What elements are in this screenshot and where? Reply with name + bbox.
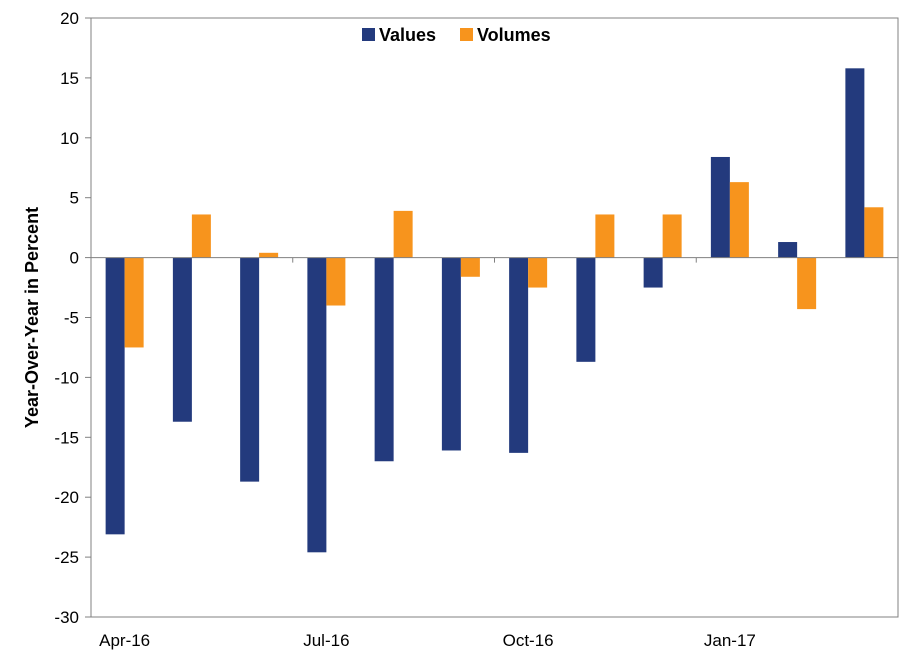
legend-swatch-volumes — [460, 28, 473, 41]
plot-frame — [90, 17, 899, 618]
bar-values-2 — [240, 257, 260, 482]
bar-values-3 — [307, 257, 327, 553]
bar-values-11 — [845, 68, 865, 258]
y-tick-label: -25 — [54, 548, 79, 567]
bar-volumes-9 — [729, 182, 749, 258]
bars-layer — [105, 68, 884, 553]
axes-layer — [85, 17, 899, 618]
y-tick-label: -10 — [54, 368, 79, 387]
bar-volumes-2 — [259, 252, 279, 258]
legend: Values Volumes — [362, 25, 551, 45]
bar-volumes-11 — [864, 207, 884, 258]
bar-volumes-8 — [662, 214, 682, 258]
bar-volumes-4 — [393, 210, 413, 258]
bar-values-8 — [643, 257, 663, 288]
bar-volumes-0 — [124, 257, 144, 348]
labels-layer: 20 15 10 5 0 -5 -10 -15 -20 -25 -30 Apr-16 Jul-16 Oct… — [22, 9, 756, 650]
y-tick-label: 0 — [70, 249, 79, 268]
legend-label-values: Values — [379, 25, 436, 45]
x-tick-label: Jan-17 — [704, 631, 756, 650]
bar-volumes-6 — [528, 257, 548, 288]
y-tick-label: -30 — [54, 608, 79, 627]
bar-values-6 — [509, 257, 529, 453]
y-tick-label: -15 — [54, 428, 79, 447]
y-axis-title: Year-Over-Year in Percent — [22, 207, 42, 428]
y-tick-label: 10 — [60, 129, 79, 148]
bar-volumes-3 — [326, 257, 346, 306]
bar-volumes-1 — [191, 214, 211, 258]
bar-values-7 — [576, 257, 596, 362]
bar-volumes-10 — [797, 257, 817, 310]
bar-values-10 — [778, 242, 798, 258]
y-tick-label: -5 — [64, 309, 79, 328]
bar-values-5 — [441, 257, 461, 451]
y-tick-label: 15 — [60, 69, 79, 88]
bar-values-0 — [105, 257, 125, 535]
bar-values-9 — [710, 156, 730, 258]
legend-swatch-values — [362, 28, 375, 41]
bar-values-4 — [374, 257, 394, 462]
legend-label-volumes: Volumes — [477, 25, 551, 45]
x-tick-label: Apr-16 — [99, 631, 150, 650]
y-tick-label: 20 — [60, 9, 79, 28]
x-tick-label: Jul-16 — [303, 631, 349, 650]
x-tick-label: Oct-16 — [503, 631, 554, 650]
y-tick-label: 5 — [70, 189, 79, 208]
bar-values-1 — [172, 257, 192, 422]
y-tick-label: -20 — [54, 488, 79, 507]
bar-volumes-7 — [595, 214, 615, 258]
bar-volumes-5 — [460, 257, 480, 277]
